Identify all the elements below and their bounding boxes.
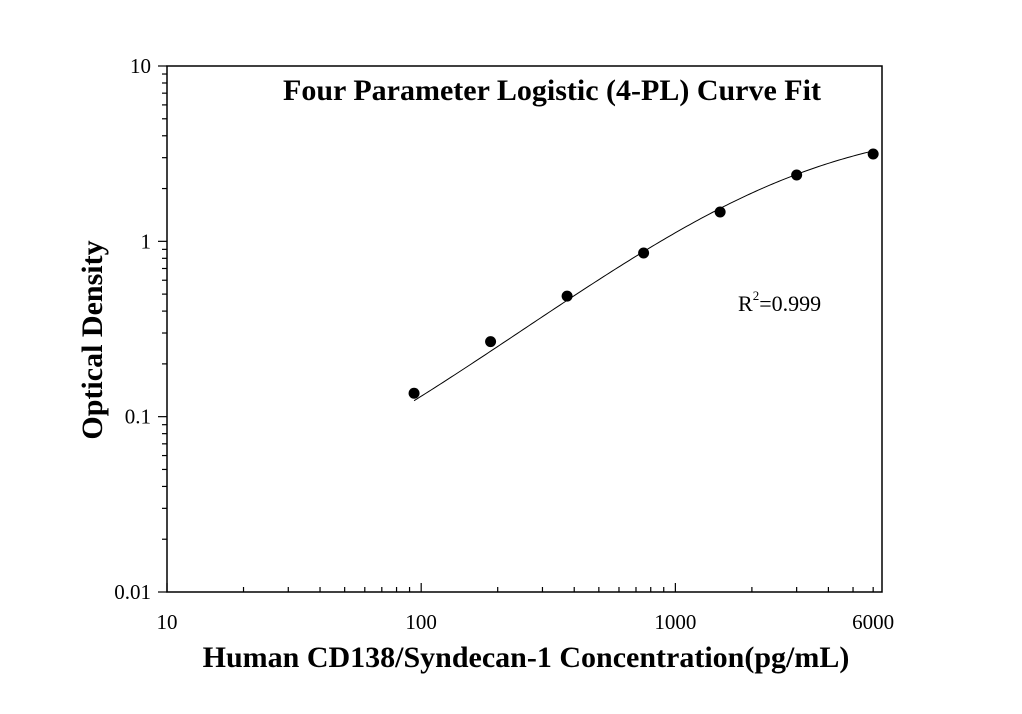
fit-curve-line [413, 150, 874, 402]
y-axis-tick-labels: 0.01 0.1 1 10 [114, 54, 151, 604]
data-point [867, 148, 879, 160]
data-point [791, 169, 803, 181]
chart-title: Four Parameter Logistic (4-PL) Curve Fit [283, 74, 821, 107]
r-squared-base: R [738, 291, 753, 316]
x-tick-label: 6000 [852, 610, 894, 634]
x-axis-ticks [166, 583, 874, 592]
data-point [638, 247, 650, 259]
r-squared-sup: 2 [753, 288, 760, 303]
data-point [485, 336, 497, 348]
data-point [714, 206, 726, 218]
y-tick-label: 0.01 [114, 580, 151, 604]
r-squared-annotation: R2=0.999 [738, 288, 821, 316]
x-axis-label: Human CD138/Syndecan-1 Concentration(pg/… [203, 641, 850, 674]
x-tick-label: 1000 [654, 610, 696, 634]
data-points [408, 148, 879, 399]
x-tick-label: 10 [157, 610, 178, 634]
x-axis-tick-labels: 10 100 1000 6000 [157, 610, 895, 634]
plot-frame [166, 65, 883, 593]
y-tick-label: 1 [141, 229, 152, 253]
y-axis-ticks [158, 65, 167, 593]
y-axis-label: Optical Density [76, 240, 109, 439]
data-point [408, 387, 420, 399]
y-tick-label: 10 [130, 54, 151, 78]
y-tick-label: 0.1 [125, 405, 151, 429]
data-point [561, 290, 573, 302]
r-squared-value: =0.999 [759, 291, 821, 316]
x-tick-label: 100 [405, 610, 437, 634]
